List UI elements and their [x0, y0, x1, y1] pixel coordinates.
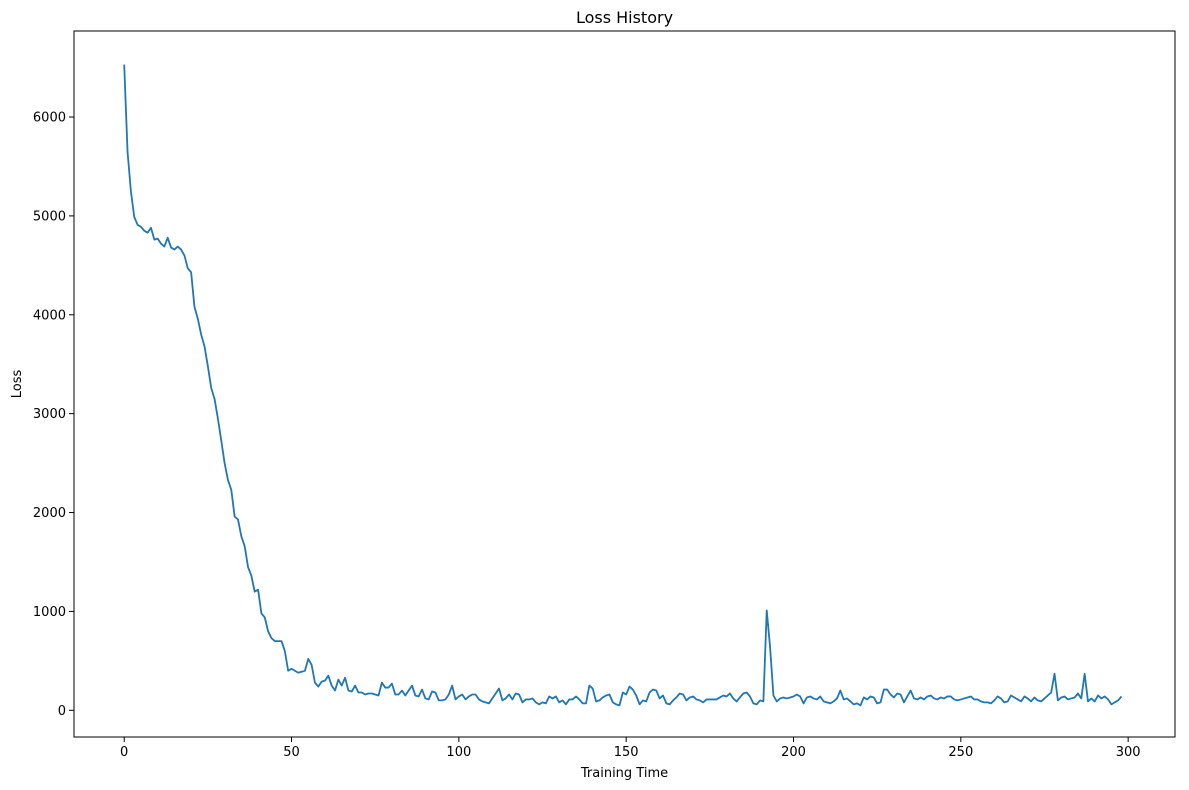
x-tick-label: 200: [781, 745, 806, 760]
x-tick-label: 50: [283, 745, 300, 760]
x-tick-label: 0: [120, 745, 128, 760]
y-axis-title: Loss: [10, 370, 25, 399]
axes-frame: [73, 30, 1176, 738]
y-tick-label: 3000: [33, 407, 66, 422]
x-tick-label: 150: [614, 745, 639, 760]
y-tick-label: 1000: [33, 605, 66, 620]
x-tick-label: 100: [446, 745, 471, 760]
y-tick-label: 5000: [33, 209, 66, 224]
x-axis-title: Training Time: [580, 766, 668, 781]
y-tick-label: 6000: [33, 111, 66, 126]
x-axis: 0 50 100 150 200 250 300: [120, 737, 1141, 760]
plot-area: [123, 64, 1123, 707]
chart-title: Loss History: [576, 8, 673, 27]
series-line: [123, 64, 1123, 707]
y-axis: 0 1000 2000 3000 4000 5000 6000: [33, 111, 74, 719]
y-tick-label: 2000: [33, 506, 66, 521]
x-tick-label: 250: [948, 745, 973, 760]
y-tick-label: 4000: [33, 308, 66, 323]
x-tick-label: 300: [1116, 745, 1141, 760]
y-tick-label: 0: [58, 704, 66, 719]
